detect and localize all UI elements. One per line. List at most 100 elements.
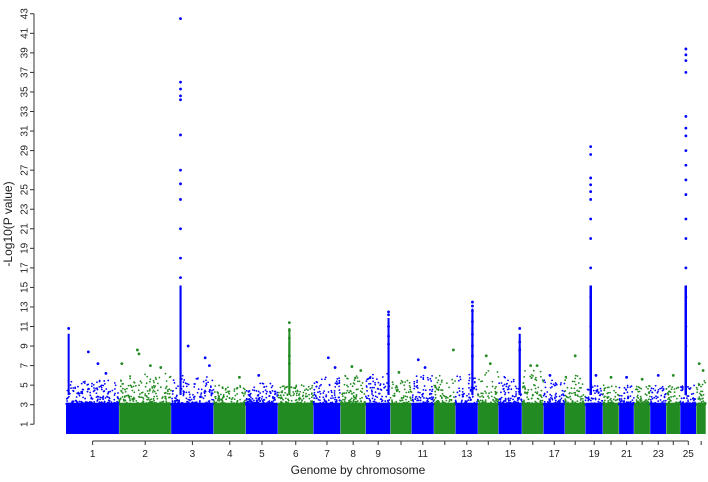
snp-point bbox=[147, 396, 150, 399]
snp-point bbox=[681, 403, 684, 406]
snp-point bbox=[152, 384, 155, 387]
snp-point bbox=[589, 399, 592, 402]
snp-point bbox=[406, 396, 409, 398]
snp-point bbox=[124, 399, 127, 402]
snp-point bbox=[305, 388, 308, 390]
snp-point bbox=[249, 399, 252, 401]
snp-point bbox=[250, 403, 253, 406]
snp-point bbox=[115, 403, 117, 406]
chromosome-16-base-band bbox=[522, 402, 544, 434]
snp-point bbox=[260, 403, 263, 405]
peak-snp-point bbox=[387, 310, 390, 314]
peak-snp-point bbox=[238, 375, 241, 379]
y-tick-label: 7 bbox=[20, 362, 31, 368]
snp-point bbox=[251, 397, 254, 400]
snp-point bbox=[507, 388, 510, 390]
snp-point bbox=[526, 391, 529, 394]
snp-point bbox=[98, 401, 101, 404]
snp-point bbox=[354, 396, 357, 399]
snp-point bbox=[351, 385, 354, 388]
snp-point bbox=[316, 397, 318, 399]
snp-point bbox=[86, 390, 89, 393]
snp-point bbox=[640, 403, 643, 406]
snp-point bbox=[82, 396, 84, 399]
snp-point bbox=[281, 402, 284, 405]
snp-point bbox=[262, 401, 265, 404]
snp-point bbox=[369, 402, 371, 404]
snp-point bbox=[251, 389, 254, 391]
snp-point bbox=[246, 400, 249, 403]
snp-point bbox=[452, 382, 454, 384]
snp-point bbox=[439, 394, 442, 397]
snp-point bbox=[468, 379, 470, 382]
snp-point bbox=[234, 394, 237, 397]
snp-point bbox=[162, 403, 165, 406]
snp-point bbox=[536, 392, 538, 395]
snp-point bbox=[542, 394, 545, 397]
snp-point bbox=[75, 396, 78, 398]
snp-point bbox=[613, 403, 615, 406]
snp-point bbox=[625, 401, 628, 403]
snp-point bbox=[461, 399, 463, 402]
snp-point bbox=[607, 401, 610, 404]
snp-point bbox=[170, 389, 172, 392]
snp-point bbox=[359, 390, 362, 393]
snp-point bbox=[494, 401, 497, 404]
snp-point bbox=[511, 394, 514, 397]
snp-point bbox=[488, 392, 491, 395]
snp-point bbox=[603, 389, 606, 392]
snp-point bbox=[650, 401, 653, 404]
snp-point bbox=[541, 399, 544, 402]
snp-point bbox=[129, 377, 132, 380]
peak-snp-point bbox=[589, 190, 593, 194]
snp-point bbox=[275, 403, 278, 406]
snp-point bbox=[447, 402, 450, 405]
snp-point bbox=[534, 384, 536, 387]
snp-point bbox=[168, 396, 170, 399]
snp-point bbox=[349, 389, 352, 392]
snp-point bbox=[364, 402, 367, 405]
snp-point bbox=[313, 391, 316, 394]
snp-point bbox=[667, 385, 670, 388]
snp-point bbox=[100, 403, 103, 406]
snp-point bbox=[372, 373, 374, 376]
snp-point bbox=[487, 403, 489, 406]
snp-point bbox=[602, 384, 605, 387]
snp-point bbox=[664, 402, 667, 405]
snp-point bbox=[128, 395, 131, 398]
snp-point bbox=[427, 398, 429, 400]
peak-snp-point bbox=[684, 59, 688, 63]
snp-point bbox=[388, 402, 391, 405]
snp-point bbox=[197, 388, 200, 391]
snp-point bbox=[182, 381, 185, 384]
snp-point bbox=[467, 393, 470, 395]
snp-point bbox=[101, 402, 104, 405]
snp-point bbox=[277, 394, 280, 397]
snp-point bbox=[322, 402, 325, 405]
snp-point bbox=[99, 398, 101, 401]
snp-point bbox=[273, 396, 276, 399]
snp-point bbox=[517, 401, 520, 404]
y-tick-label: 5 bbox=[20, 382, 31, 388]
snp-point bbox=[286, 403, 289, 406]
snp-point bbox=[372, 394, 375, 397]
snp-point bbox=[153, 401, 156, 404]
snp-point bbox=[544, 381, 547, 384]
snp-point bbox=[687, 385, 689, 388]
snp-point bbox=[422, 374, 425, 377]
snp-point bbox=[307, 385, 310, 388]
snp-point bbox=[84, 397, 86, 400]
snp-point bbox=[446, 396, 449, 399]
snp-point bbox=[634, 403, 637, 406]
peak-snp-point bbox=[684, 193, 688, 196]
snp-point bbox=[526, 396, 529, 399]
snp-point bbox=[305, 392, 307, 395]
snp-point bbox=[523, 399, 525, 402]
snp-point bbox=[181, 401, 184, 404]
snp-point bbox=[211, 389, 213, 392]
snp-point bbox=[123, 403, 126, 406]
snp-point bbox=[551, 398, 554, 401]
snp-point bbox=[522, 382, 525, 384]
snp-point bbox=[131, 403, 134, 405]
snp-point bbox=[93, 387, 95, 389]
